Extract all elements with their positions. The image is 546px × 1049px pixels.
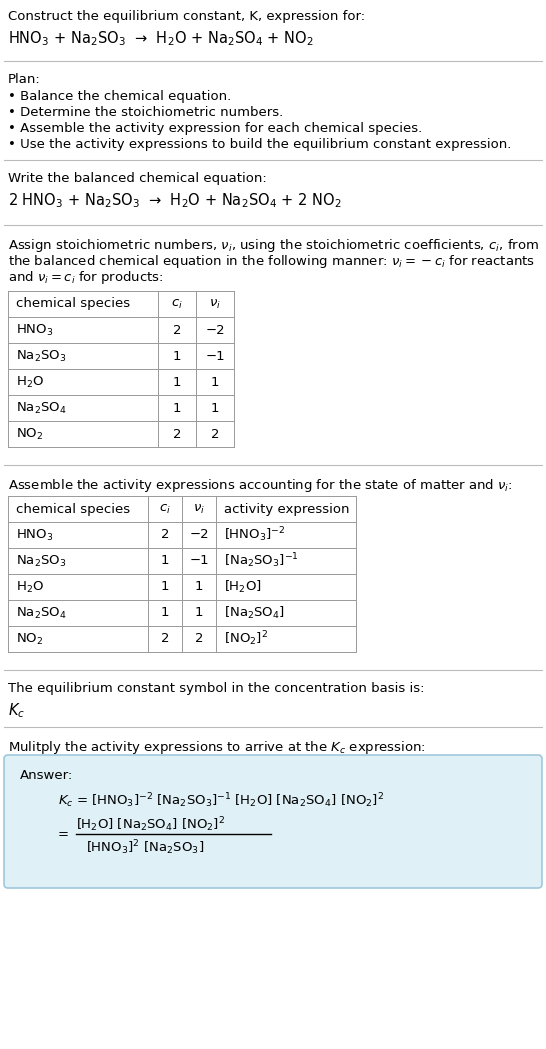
Text: Mulitply the activity expressions to arrive at the $K_c$ expression:: Mulitply the activity expressions to arr… <box>8 738 426 756</box>
Text: NO$_2$: NO$_2$ <box>16 427 43 442</box>
Text: 2 HNO$_3$ + Na$_2$SO$_3$  →  H$_2$O + Na$_2$SO$_4$ + 2 NO$_2$: 2 HNO$_3$ + Na$_2$SO$_3$ → H$_2$O + Na$_… <box>8 191 341 210</box>
Text: Assemble the activity expressions accounting for the state of matter and $\nu_i$: Assemble the activity expressions accoun… <box>8 477 513 494</box>
Text: Answer:: Answer: <box>20 769 73 782</box>
Text: [H$_2$O]: [H$_2$O] <box>224 579 262 595</box>
Text: −2: −2 <box>205 323 225 337</box>
Text: 1: 1 <box>161 606 169 620</box>
Text: −2: −2 <box>189 529 209 541</box>
Text: [Na$_2$SO$_4$]: [Na$_2$SO$_4$] <box>224 605 285 621</box>
Text: $\nu_i$: $\nu_i$ <box>209 298 221 311</box>
Text: Na$_2$SO$_4$: Na$_2$SO$_4$ <box>16 605 67 621</box>
FancyBboxPatch shape <box>4 755 542 889</box>
Text: 2: 2 <box>173 323 181 337</box>
Text: Write the balanced chemical equation:: Write the balanced chemical equation: <box>8 172 267 185</box>
Text: 1: 1 <box>211 402 219 414</box>
Text: [HNO$_3$]$^2$ [Na$_2$SO$_3$]: [HNO$_3$]$^2$ [Na$_2$SO$_3$] <box>86 838 204 857</box>
Text: HNO$_3$: HNO$_3$ <box>16 528 54 542</box>
Text: 1: 1 <box>161 580 169 594</box>
Text: $c_i$: $c_i$ <box>159 502 171 515</box>
Text: Plan:: Plan: <box>8 73 41 86</box>
Text: $K_c$ = [HNO$_3$]$^{-2}$ [Na$_2$SO$_3$]$^{-1}$ [H$_2$O] [Na$_2$SO$_4$] [NO$_2$]$: $K_c$ = [HNO$_3$]$^{-2}$ [Na$_2$SO$_3$]$… <box>58 791 384 810</box>
Text: 1: 1 <box>195 580 203 594</box>
Text: Na$_2$SO$_4$: Na$_2$SO$_4$ <box>16 401 67 415</box>
Text: Na$_2$SO$_3$: Na$_2$SO$_3$ <box>16 348 67 364</box>
Text: 2: 2 <box>211 428 219 441</box>
Text: • Determine the stoichiometric numbers.: • Determine the stoichiometric numbers. <box>8 106 283 119</box>
Text: H$_2$O: H$_2$O <box>16 579 44 595</box>
Text: Construct the equilibrium constant, K, expression for:: Construct the equilibrium constant, K, e… <box>8 10 365 23</box>
Text: Assign stoichiometric numbers, $\nu_i$, using the stoichiometric coefficients, $: Assign stoichiometric numbers, $\nu_i$, … <box>8 237 539 254</box>
Text: activity expression: activity expression <box>224 502 349 515</box>
Text: the balanced chemical equation in the following manner: $\nu_i = -c_i$ for react: the balanced chemical equation in the fo… <box>8 253 535 270</box>
Text: [HNO$_3$]$^{-2}$: [HNO$_3$]$^{-2}$ <box>224 526 286 544</box>
Text: [NO$_2$]$^2$: [NO$_2$]$^2$ <box>224 629 268 648</box>
Text: chemical species: chemical species <box>16 502 130 515</box>
Text: $K_c$: $K_c$ <box>8 701 25 720</box>
Text: =: = <box>58 829 69 841</box>
Text: 1: 1 <box>211 376 219 388</box>
Text: The equilibrium constant symbol in the concentration basis is:: The equilibrium constant symbol in the c… <box>8 682 424 695</box>
Text: H$_2$O: H$_2$O <box>16 374 44 389</box>
Text: • Assemble the activity expression for each chemical species.: • Assemble the activity expression for e… <box>8 122 422 135</box>
Text: $c_i$: $c_i$ <box>171 298 183 311</box>
Text: and $\nu_i = c_i$ for products:: and $\nu_i = c_i$ for products: <box>8 269 164 286</box>
Text: • Balance the chemical equation.: • Balance the chemical equation. <box>8 90 232 103</box>
Text: HNO$_3$: HNO$_3$ <box>16 322 54 338</box>
Text: 2: 2 <box>161 529 169 541</box>
Text: 2: 2 <box>161 633 169 645</box>
Text: −1: −1 <box>189 555 209 568</box>
Text: 1: 1 <box>161 555 169 568</box>
Text: 1: 1 <box>173 349 181 363</box>
Text: NO$_2$: NO$_2$ <box>16 631 43 646</box>
Text: [H$_2$O] [Na$_2$SO$_4$] [NO$_2$]$^2$: [H$_2$O] [Na$_2$SO$_4$] [NO$_2$]$^2$ <box>76 815 225 834</box>
Text: $\nu_i$: $\nu_i$ <box>193 502 205 515</box>
Text: HNO$_3$ + Na$_2$SO$_3$  →  H$_2$O + Na$_2$SO$_4$ + NO$_2$: HNO$_3$ + Na$_2$SO$_3$ → H$_2$O + Na$_2$… <box>8 29 313 47</box>
Text: • Use the activity expressions to build the equilibrium constant expression.: • Use the activity expressions to build … <box>8 138 512 151</box>
Text: Na$_2$SO$_3$: Na$_2$SO$_3$ <box>16 554 67 569</box>
Text: 1: 1 <box>173 376 181 388</box>
Text: chemical species: chemical species <box>16 298 130 311</box>
Text: 2: 2 <box>173 428 181 441</box>
Text: [Na$_2$SO$_3$]$^{-1}$: [Na$_2$SO$_3$]$^{-1}$ <box>224 552 299 571</box>
Text: 1: 1 <box>195 606 203 620</box>
Text: −1: −1 <box>205 349 225 363</box>
Text: 1: 1 <box>173 402 181 414</box>
Text: 2: 2 <box>195 633 203 645</box>
